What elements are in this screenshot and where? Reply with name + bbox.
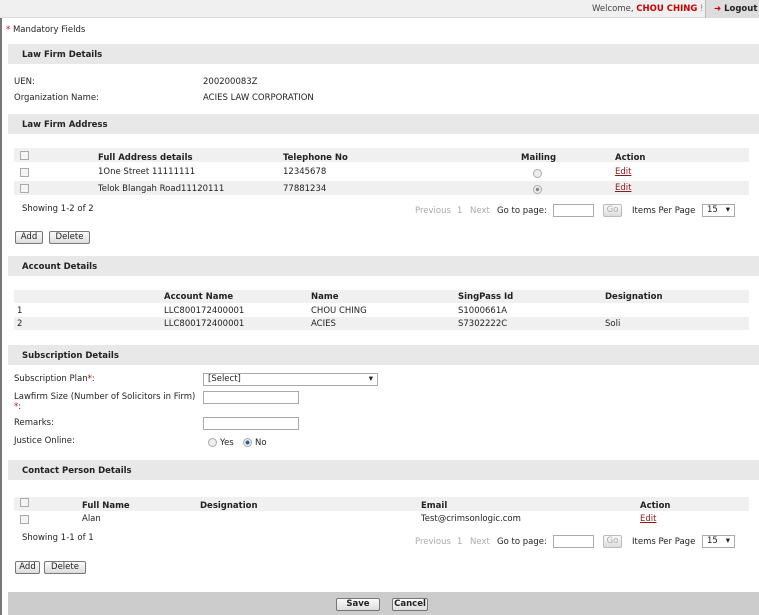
goto-page-input[interactable] — [553, 204, 594, 217]
arrow-icon: ➜ — [714, 4, 722, 14]
col-header: Mailing — [521, 153, 557, 163]
col-header: Name — [311, 292, 339, 302]
col-header: Telephone No — [283, 153, 348, 163]
section-account-details: Account Details — [8, 256, 759, 276]
select-all-checkbox[interactable] — [20, 498, 29, 507]
col-header: Designation — [200, 501, 258, 511]
justice-no-radio[interactable] — [243, 438, 252, 447]
account-cell: LLC800172400001 — [164, 306, 245, 316]
contact-name: Alan — [82, 514, 101, 524]
address-table-header — [14, 148, 749, 162]
remarks-input[interactable] — [203, 417, 299, 430]
contact-table-header — [14, 497, 749, 511]
section-law-firm-details: Law Firm Details — [8, 44, 759, 64]
address-cell: 1One Street 11111111 — [98, 167, 196, 177]
chevron-down-icon: ▾ — [725, 205, 730, 215]
account-cell: LLC800172400001 — [164, 319, 245, 329]
page-number[interactable]: 1 — [457, 537, 463, 547]
items-per-page-label: Items Per Page — [632, 206, 696, 216]
goto-label: Go to page: — [497, 206, 547, 216]
justice-yes-radio[interactable] — [208, 438, 217, 447]
no-label: No — [255, 438, 267, 448]
chevron-down-icon: ▾ — [725, 536, 730, 546]
account-cell: CHOU CHING — [311, 306, 367, 316]
address-cell: Telok Blangah Road11120111 — [98, 184, 225, 194]
table-row — [14, 317, 749, 330]
showing-count: Showing 1-2 of 2 — [22, 204, 94, 214]
account-cell: 2 — [17, 319, 23, 329]
col-header: Action — [615, 153, 646, 163]
row-checkbox[interactable] — [20, 168, 29, 177]
section-contact-person-details: Contact Person Details — [8, 460, 759, 480]
table-row — [14, 181, 749, 195]
edit-link[interactable]: Edit — [615, 167, 632, 177]
plan-label: Subscription Plan*: — [14, 374, 95, 384]
col-header: Action — [640, 501, 671, 511]
save-button[interactable]: Save — [336, 598, 380, 611]
user-name: CHOU CHING — [636, 4, 698, 14]
col-header: Account Name — [164, 292, 234, 302]
section-law-firm-address: Law Firm Address — [8, 114, 759, 134]
showing-count: Showing 1-1 of 1 — [22, 533, 94, 543]
account-cell: ACIES — [311, 319, 336, 329]
next-link[interactable]: Next — [470, 537, 490, 547]
goto-page-input[interactable] — [553, 535, 594, 548]
col-header: SingPass Id — [458, 292, 514, 302]
go-button[interactable]: Go — [603, 204, 622, 217]
col-header: Email — [421, 501, 448, 511]
account-cell: Soli — [605, 319, 621, 329]
previous-link[interactable]: Previous — [415, 206, 451, 216]
go-button[interactable]: Go — [603, 535, 622, 548]
mailing-radio[interactable] — [533, 169, 542, 178]
select-all-checkbox[interactable] — [20, 151, 29, 160]
delete-contact-button[interactable]: Delete — [44, 561, 86, 574]
delete-address-button[interactable]: Delete — [49, 231, 90, 244]
uen-value: 200200083Z — [203, 77, 258, 87]
mandatory-note: * Mandatory Fields — [6, 25, 86, 35]
add-address-button[interactable]: Add — [15, 231, 43, 244]
add-contact-button[interactable]: Add — [15, 561, 40, 574]
phone-cell: 77881234 — [283, 184, 327, 194]
uen-label: UEN: — [14, 77, 35, 87]
items-per-page-select[interactable]: 15 ▾ — [702, 535, 735, 548]
items-per-page-label: Items Per Page — [632, 537, 696, 547]
goto-label: Go to page: — [497, 537, 547, 547]
org-value: ACIES LAW CORPORATION — [203, 93, 314, 103]
lawfirm-size-input[interactable] — [203, 391, 299, 404]
col-header: Full Address details — [98, 153, 193, 163]
row-checkbox[interactable] — [20, 515, 29, 524]
left-border — [0, 18, 2, 615]
page-number[interactable]: 1 — [457, 206, 463, 216]
phone-cell: 12345678 — [283, 167, 327, 177]
row-checkbox[interactable] — [20, 184, 29, 193]
lawfirm-size-label: Lawfirm Size (Number of Solicitors in Fi… — [14, 392, 196, 402]
contact-email: Test@crimsonlogic.com — [421, 514, 521, 524]
items-per-page-select[interactable]: 15 ▾ — [702, 204, 735, 217]
account-cell: S1000661A — [458, 306, 508, 316]
top-bar — [0, 0, 759, 18]
justice-online-label: Justice Online: — [14, 436, 75, 446]
welcome-text: Welcome, CHOU CHING ! — [592, 4, 704, 14]
footer-bar — [8, 592, 759, 615]
col-header: Designation — [605, 292, 663, 302]
account-cell: S7302222C — [458, 319, 508, 329]
remarks-label: Remarks: — [14, 418, 54, 428]
edit-link[interactable]: Edit — [615, 183, 632, 193]
cancel-button[interactable]: Cancel — [392, 598, 428, 611]
edit-link[interactable]: Edit — [640, 514, 657, 524]
next-link[interactable]: Next — [470, 206, 490, 216]
previous-link[interactable]: Previous — [415, 537, 451, 547]
logout-button[interactable]: ➜ Logout — [705, 0, 759, 18]
required-marker: *: — [14, 402, 22, 412]
account-table-header — [14, 290, 749, 303]
account-cell: 1 — [17, 306, 23, 316]
section-subscription-details: Subscription Details — [8, 345, 759, 365]
mailing-radio-selected[interactable] — [533, 185, 542, 194]
col-header: Full Name — [82, 501, 130, 511]
yes-label: Yes — [220, 438, 234, 448]
chevron-down-icon: ▾ — [368, 374, 373, 384]
org-label: Organization Name: — [14, 93, 99, 103]
subscription-plan-select[interactable]: [Select] ▾ — [203, 373, 378, 386]
